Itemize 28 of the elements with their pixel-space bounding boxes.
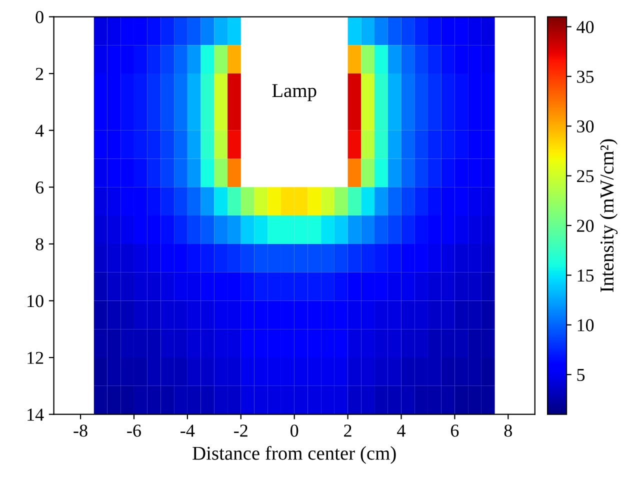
x-tick-label: 2 xyxy=(344,424,352,437)
y-tick-label: 6 xyxy=(36,181,44,194)
x-tick-label: 0 xyxy=(290,424,298,437)
color-bar-title: Intensity (mW/cm²) xyxy=(600,139,618,292)
y-tick-label: 10 xyxy=(28,295,44,308)
x-tick-label: 4 xyxy=(397,424,406,437)
color-bar-label: 25 xyxy=(577,170,594,182)
y-tick-label: 8 xyxy=(36,238,44,250)
annotation: Lamp xyxy=(272,84,316,102)
color-bar-label: 15 xyxy=(578,270,594,282)
color-bar-label: 5 xyxy=(577,369,585,382)
y-tick-label: 2 xyxy=(36,68,44,80)
y-tick-label: 14 xyxy=(28,408,44,421)
color-bar-label: 10 xyxy=(578,319,594,332)
color-bar-label: 30 xyxy=(577,120,594,133)
color-bar-label: 40 xyxy=(576,20,594,34)
y-tick-label: 12 xyxy=(28,352,44,364)
x-tick-label: -2 xyxy=(234,424,248,437)
x-tick-label: 8 xyxy=(504,424,512,437)
color-bar-label: 20 xyxy=(577,220,594,232)
y-tick-label: 0 xyxy=(36,11,44,24)
x-tick-label: -4 xyxy=(180,424,195,437)
y-tick-label: 4 xyxy=(35,124,44,137)
color-bar-label: 35 xyxy=(577,70,594,83)
x-tick-label: 6 xyxy=(450,424,459,437)
x-tick-label: -6 xyxy=(127,424,141,437)
x-tick-label: -8 xyxy=(74,424,88,437)
x-axis-title: Distance from center (cm) xyxy=(192,446,396,464)
